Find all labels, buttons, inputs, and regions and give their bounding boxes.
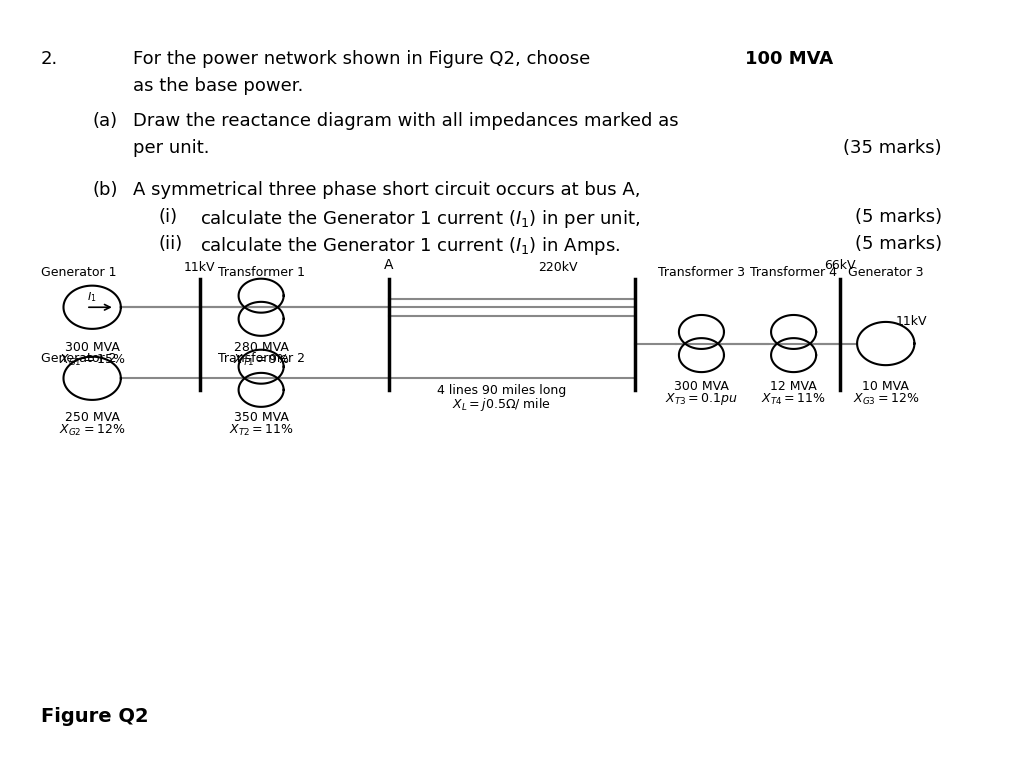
Text: Generator 1: Generator 1 <box>41 266 117 279</box>
Text: (b): (b) <box>92 181 118 199</box>
Text: 10 MVA: 10 MVA <box>862 380 909 393</box>
Text: Transformer 4: Transformer 4 <box>751 266 837 279</box>
Text: $X_{T4}=11\%$: $X_{T4}=11\%$ <box>761 391 826 407</box>
Text: $X_{T1}=9\%$: $X_{T1}=9\%$ <box>232 353 290 368</box>
Text: 350 MVA: 350 MVA <box>233 411 289 425</box>
Text: Generator 2: Generator 2 <box>41 352 117 365</box>
Text: For the power network shown in Figure Q2, choose: For the power network shown in Figure Q2… <box>133 50 596 68</box>
Text: $X_{G1}=15\%$: $X_{G1}=15\%$ <box>59 353 125 368</box>
Text: A: A <box>384 258 394 272</box>
Text: $X_{T2}=11\%$: $X_{T2}=11\%$ <box>228 423 294 438</box>
Text: (35 marks): (35 marks) <box>844 139 942 157</box>
Text: Generator 3: Generator 3 <box>848 266 924 279</box>
Text: (a): (a) <box>92 112 118 130</box>
Text: 4 lines 90 miles long: 4 lines 90 miles long <box>437 384 566 398</box>
Text: as the base power.: as the base power. <box>133 77 303 95</box>
Text: $X_{T3}=0.1pu$: $X_{T3}=0.1pu$ <box>665 391 738 408</box>
Text: $I_1$: $I_1$ <box>87 290 97 304</box>
Text: 11kV: 11kV <box>896 315 927 328</box>
Text: 280 MVA: 280 MVA <box>233 341 289 354</box>
Text: calculate the Generator 1 current ($I_1$) in Amps.: calculate the Generator 1 current ($I_1$… <box>200 235 620 257</box>
Text: Transformer 2: Transformer 2 <box>218 352 304 365</box>
Text: 12 MVA: 12 MVA <box>770 380 817 393</box>
Text: (ii): (ii) <box>159 235 183 253</box>
Text: $X_{G3}=12\%$: $X_{G3}=12\%$ <box>853 391 919 407</box>
Text: 300 MVA: 300 MVA <box>65 341 120 354</box>
Text: 220kV: 220kV <box>539 261 578 274</box>
Text: 100 MVA: 100 MVA <box>745 50 834 68</box>
Text: 2.: 2. <box>41 50 58 68</box>
Text: 66kV: 66kV <box>824 259 855 272</box>
Text: (5 marks): (5 marks) <box>855 235 942 253</box>
Text: $X_{G2}=12\%$: $X_{G2}=12\%$ <box>59 423 125 438</box>
Text: per unit.: per unit. <box>133 139 210 157</box>
Text: calculate the Generator 1 current ($I_1$) in per unit,: calculate the Generator 1 current ($I_1$… <box>200 208 640 230</box>
Text: Transformer 1: Transformer 1 <box>218 266 304 279</box>
Text: 250 MVA: 250 MVA <box>65 411 120 425</box>
Text: 11kV: 11kV <box>184 261 215 274</box>
Text: Transformer 3: Transformer 3 <box>658 266 744 279</box>
Text: Draw the reactance diagram with all impedances marked as: Draw the reactance diagram with all impe… <box>133 112 679 130</box>
Text: $X_L = j0.5\Omega /$ mile: $X_L = j0.5\Omega /$ mile <box>453 396 551 413</box>
Text: (i): (i) <box>159 208 178 226</box>
Text: (5 marks): (5 marks) <box>855 208 942 226</box>
Text: A symmetrical three phase short circuit occurs at bus A,: A symmetrical three phase short circuit … <box>133 181 641 199</box>
Text: 300 MVA: 300 MVA <box>674 380 729 393</box>
Text: Figure Q2: Figure Q2 <box>41 706 148 726</box>
